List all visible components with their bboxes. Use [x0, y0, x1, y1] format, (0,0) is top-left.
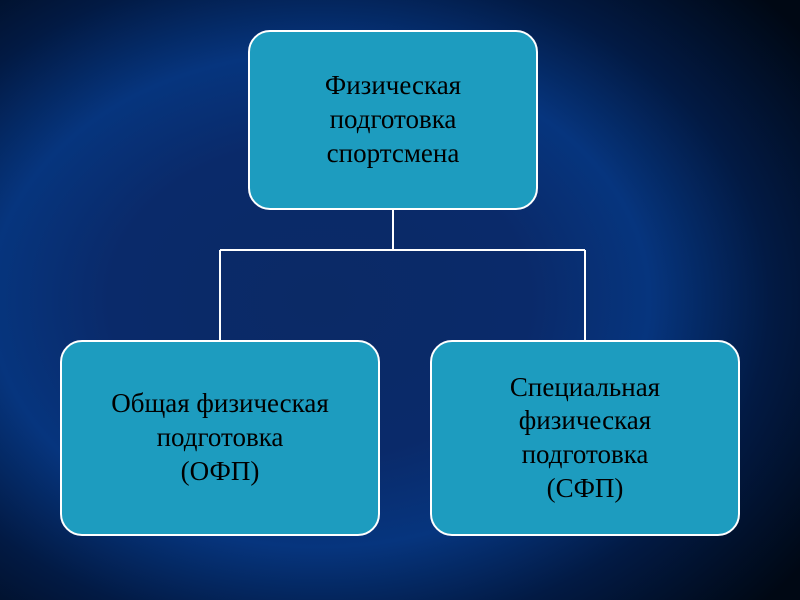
tree-node-label: Физическая подготовка спортсмена: [325, 69, 461, 170]
tree-node-root: Физическая подготовка спортсмена: [248, 30, 538, 210]
tree-node-label: Специальная физическая подготовка (СФП): [510, 371, 660, 506]
tree-node-left: Общая физическая подготовка (ОФП): [60, 340, 380, 536]
tree-node-label: Общая физическая подготовка (ОФП): [111, 387, 329, 488]
tree-node-right: Специальная физическая подготовка (СФП): [430, 340, 740, 536]
